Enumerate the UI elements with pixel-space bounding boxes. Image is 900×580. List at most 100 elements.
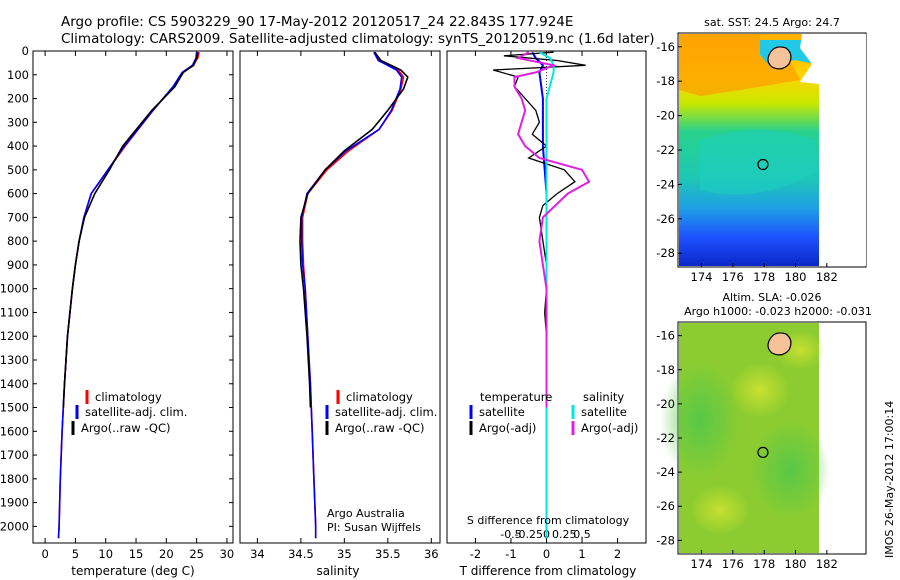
y-tick-label: 700 (7, 210, 29, 224)
sst-fiji-island (767, 46, 792, 70)
y-tick-label: 800 (7, 234, 29, 248)
sst-warm-patch (679, 34, 800, 96)
salinity-panel: 34 34.5 35 35.5 36 salinity climatology sate… (239, 50, 441, 578)
salinity-xlabel: salinity (316, 564, 359, 578)
temperature-panel: 0100200300400500600700800900100011001200… (0, 44, 234, 578)
series-line-climatology (301, 51, 405, 539)
series-line-argo-raw-qc- (299, 51, 409, 408)
series-line-climatology (57, 52, 200, 539)
temperature-legend-argo: Argo(..raw -QC) (81, 421, 171, 435)
x2-tick-label: 0.5 (573, 528, 591, 541)
y-tick-label: 1300 (0, 353, 29, 367)
header-line-2: Climatology: CARS2009. Satellite-adjuste… (61, 31, 654, 47)
map-y-tick-label: -24 (656, 465, 675, 479)
series-line-argo-raw-qc- (62, 52, 199, 408)
imos-side-label: IMOS 26-May-2012 17:00:14 (883, 401, 896, 558)
y-tick-label: 1600 (0, 424, 29, 438)
difference-legend: temperature satellite Argo(-adj) salinit… (469, 390, 638, 435)
map-x-tick-label: 182 (816, 557, 838, 571)
series-line-t-argo-adj- (493, 51, 586, 408)
y-tick-label: 1200 (0, 329, 29, 343)
difference-x2label: S difference from climatology (467, 514, 630, 527)
temperature-axes-frame (32, 50, 234, 544)
y-tick-label: 1100 (0, 305, 29, 319)
map-y-tick-label: -26 (656, 212, 675, 226)
salinity-legend-satellite: satellite-adj. clim. (335, 405, 437, 419)
x-tick-label: 20 (159, 547, 174, 561)
x2-tick-label: -0.25 (514, 528, 542, 541)
series-line-satellite-adj-clim- (57, 52, 198, 539)
map-y-tick-label: -16 (656, 329, 675, 343)
header-line-1: Argo profile: CS 5903229_90 17-May-2012 … (61, 14, 573, 30)
y-tick-label: 900 (7, 258, 29, 272)
difference-legend-salinity-title: salinity (583, 390, 624, 404)
salinity-legend-climatology: climatology (346, 390, 413, 404)
sla-blob-1 (660, 360, 740, 480)
x-tick-label: 34 (250, 547, 265, 561)
map-y-tick-label: -20 (656, 397, 675, 411)
sla-blob-4 (690, 485, 750, 535)
salinity-annotation-2: PI: Susan Wijffels (327, 521, 421, 534)
map-y-tick-label: -16 (656, 40, 675, 54)
difference-legend-t-argo: Argo(-adj) (479, 421, 536, 435)
y-tick-label: 1000 (0, 282, 29, 296)
map-x-tick-label: 174 (691, 270, 713, 284)
map-y-tick-label: -26 (656, 499, 675, 513)
x-tick-label: 15 (129, 547, 144, 561)
salinity-legend-argo: Argo(..raw -QC) (335, 421, 425, 435)
x-tick-label: -2 (470, 547, 481, 561)
difference-legend-s-argo: Argo(-adj) (581, 421, 638, 435)
y-tick-label: 1900 (0, 496, 29, 510)
sst-white-cloud (800, 34, 866, 266)
sla-blob-2 (750, 420, 830, 520)
x-tick-label: 30 (220, 547, 235, 561)
x2-tick-label: 0.25 (552, 528, 577, 541)
map-x-tick-label: 180 (785, 557, 807, 571)
salinity-axes-frame (239, 50, 441, 544)
y-tick-label: 1700 (0, 448, 29, 462)
x-tick-label: 1 (578, 547, 585, 561)
sst-argo-position-marker (757, 158, 769, 171)
y-tick-label: 400 (7, 139, 29, 153)
salinity-legend: climatology satellite-adj. clim. Argo(..… (325, 390, 437, 435)
sst-map-title: sat. SST: 24.5 Argo: 24.7 (704, 16, 840, 29)
sst-map-panel: sat. SST: 24.5 Argo: 24.7 174 176 178 180 18… (656, 16, 867, 284)
map-y-tick-label: -28 (656, 246, 675, 260)
sla-blob-3 (730, 362, 790, 418)
series-line-s-satellite (538, 51, 555, 539)
map-y-tick-label: -20 (656, 109, 675, 123)
map-x-tick-label: 178 (753, 557, 775, 571)
temperature-xlabel: temperature (deg C) (71, 564, 194, 578)
map-x-tick-label: 176 (722, 557, 744, 571)
sst-cool-patch (700, 130, 819, 195)
salinity-annotation-1: Argo Australia (327, 507, 405, 520)
sla-map-panel: Altim. SLA: -0.026 Argo h1000: -0.023 h2… (656, 291, 872, 571)
series-line-satellite-adj-clim- (300, 51, 403, 539)
x-tick-label: 36 (424, 547, 439, 561)
map-y-tick-label: -24 (656, 177, 675, 191)
map-x-tick-label: 174 (691, 557, 713, 571)
map-y-tick-label: -28 (656, 533, 675, 547)
sla-argo-position-marker (757, 446, 769, 458)
sla-fiji-island (767, 332, 792, 356)
x-tick-label: 35 (337, 547, 352, 561)
x-tick-label: 0 (543, 547, 550, 561)
map-x-tick-label: 178 (753, 270, 775, 284)
difference-legend-s-satellite: satellite (581, 405, 627, 419)
temperature-legend-climatology: climatology (95, 390, 162, 404)
map-x-tick-label: 180 (785, 270, 807, 284)
x-tick-label: 10 (98, 547, 113, 561)
y-tick-label: 200 (7, 92, 29, 106)
difference-legend-t-satellite: satellite (479, 405, 525, 419)
temperature-legend: climatology satellite-adj. clim. Argo(..… (71, 390, 187, 435)
x-tick-label: 0 (41, 547, 48, 561)
map-x-tick-label: 176 (722, 270, 744, 284)
y-tick-label: 0 (22, 44, 29, 58)
y-tick-label: 500 (7, 163, 29, 177)
map-y-tick-label: -18 (656, 74, 675, 88)
x-tick-label: 25 (189, 547, 204, 561)
series-line-s-argo-adj- (513, 51, 591, 408)
map-y-tick-label: -18 (656, 363, 675, 377)
y-tick-label: 300 (7, 115, 29, 129)
